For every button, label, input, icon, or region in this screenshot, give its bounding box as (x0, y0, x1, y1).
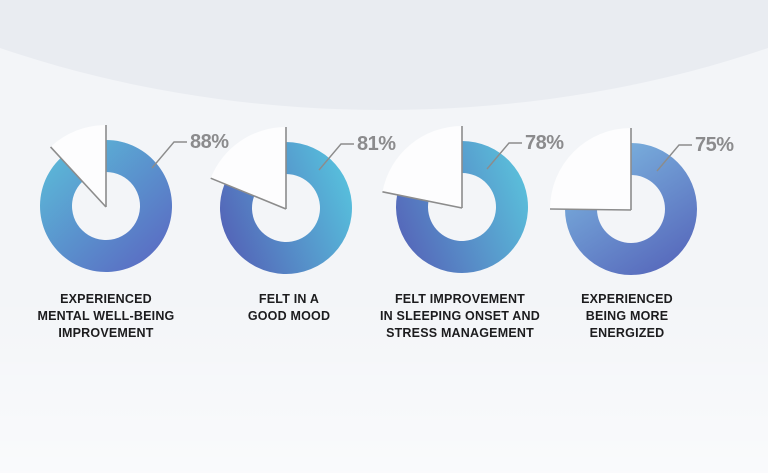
donut-ring (40, 140, 173, 272)
gap-wedge (550, 128, 631, 209)
donut-caption-2: FELT IN A GOOD MOOD (247, 292, 331, 323)
percent-label: 75% (695, 134, 734, 156)
gap-wedge (382, 125, 462, 207)
gap-line-angled (49, 146, 107, 208)
donut-caption-3: FELT IMPROVEMENT IN SLEEPING ONSET AND S… (379, 292, 540, 340)
gap-line-angled (382, 191, 463, 209)
leader-line (486, 142, 522, 170)
percent-label: 78% (525, 132, 564, 154)
gap-line-angled (549, 208, 632, 211)
percent-label: 88% (190, 131, 229, 153)
leader-line (318, 143, 354, 171)
donut-chart-1: 88% (40, 125, 230, 272)
leader-line (151, 141, 187, 169)
percent-label: 81% (357, 133, 396, 155)
gap-wedge (50, 125, 106, 206)
background-bottom-glow (0, 293, 768, 473)
donut-caption-4: EXPERIENCED BEING MORE ENERGIZED (581, 292, 673, 340)
background-top-curve (0, 0, 768, 110)
donut-ring (396, 141, 529, 273)
gap-wedge (210, 127, 286, 208)
donut-chart-3: 78% (382, 125, 565, 273)
donut-ring (219, 142, 352, 274)
gap-line-angled (210, 177, 287, 210)
leader-line (656, 144, 692, 172)
donut-ring (565, 143, 697, 275)
donut-caption-1: EXPERIENCED MENTAL WELL-BEING IMPROVEMEN… (37, 292, 175, 340)
donut-chart-4: 75% (549, 128, 735, 275)
donut-chart-2: 81% (210, 127, 397, 274)
